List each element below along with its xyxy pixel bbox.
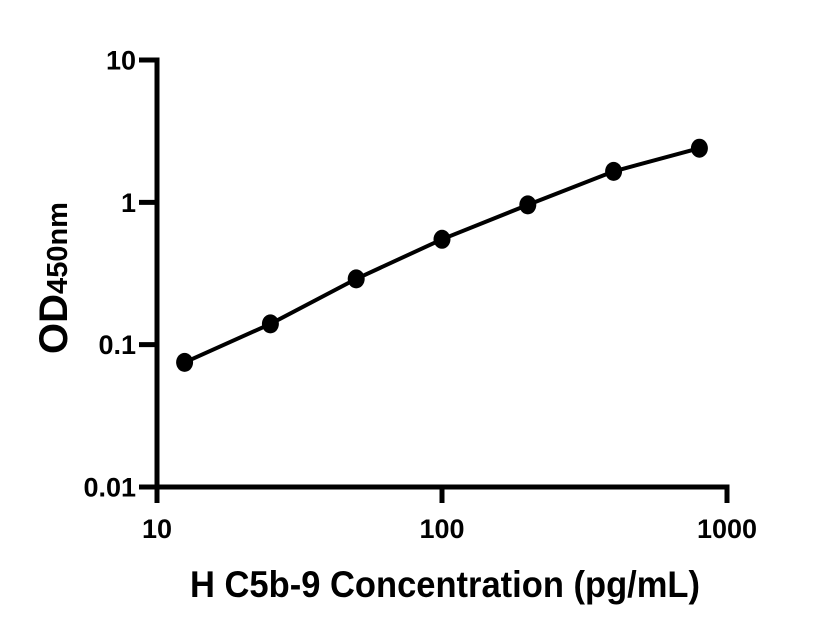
y-axis-tick-label: 0.01: [83, 472, 136, 502]
x-axis-tick-label: 10: [142, 514, 172, 544]
y-axis-tick-label: 10: [106, 45, 136, 75]
data-point-marker: [605, 161, 623, 181]
y-axis-title-group: OD450nm: [32, 202, 76, 354]
data-point-marker: [433, 229, 451, 249]
data-point-marker: [690, 138, 708, 158]
y-axis-tick-label: 0.1: [98, 330, 136, 360]
y-axis-title: OD450nm: [32, 202, 76, 354]
y-axis-tick-label: 1: [121, 188, 136, 218]
data-point-marker: [176, 352, 194, 372]
y-axis-title-od: OD: [32, 294, 76, 354]
series-line: [183, 146, 700, 365]
data-point-marker: [519, 195, 537, 215]
data-point-marker: [261, 314, 279, 334]
x-axis-tick-label: 1000: [697, 514, 757, 544]
x-axis-tick-label: 100: [419, 514, 464, 544]
data-point-marker: [347, 269, 365, 289]
series-group: [176, 138, 708, 372]
y-axis-title-450nm: 450nm: [42, 202, 74, 294]
x-axis-title: H C5b-9 Concentration (pg/mL): [190, 564, 700, 605]
